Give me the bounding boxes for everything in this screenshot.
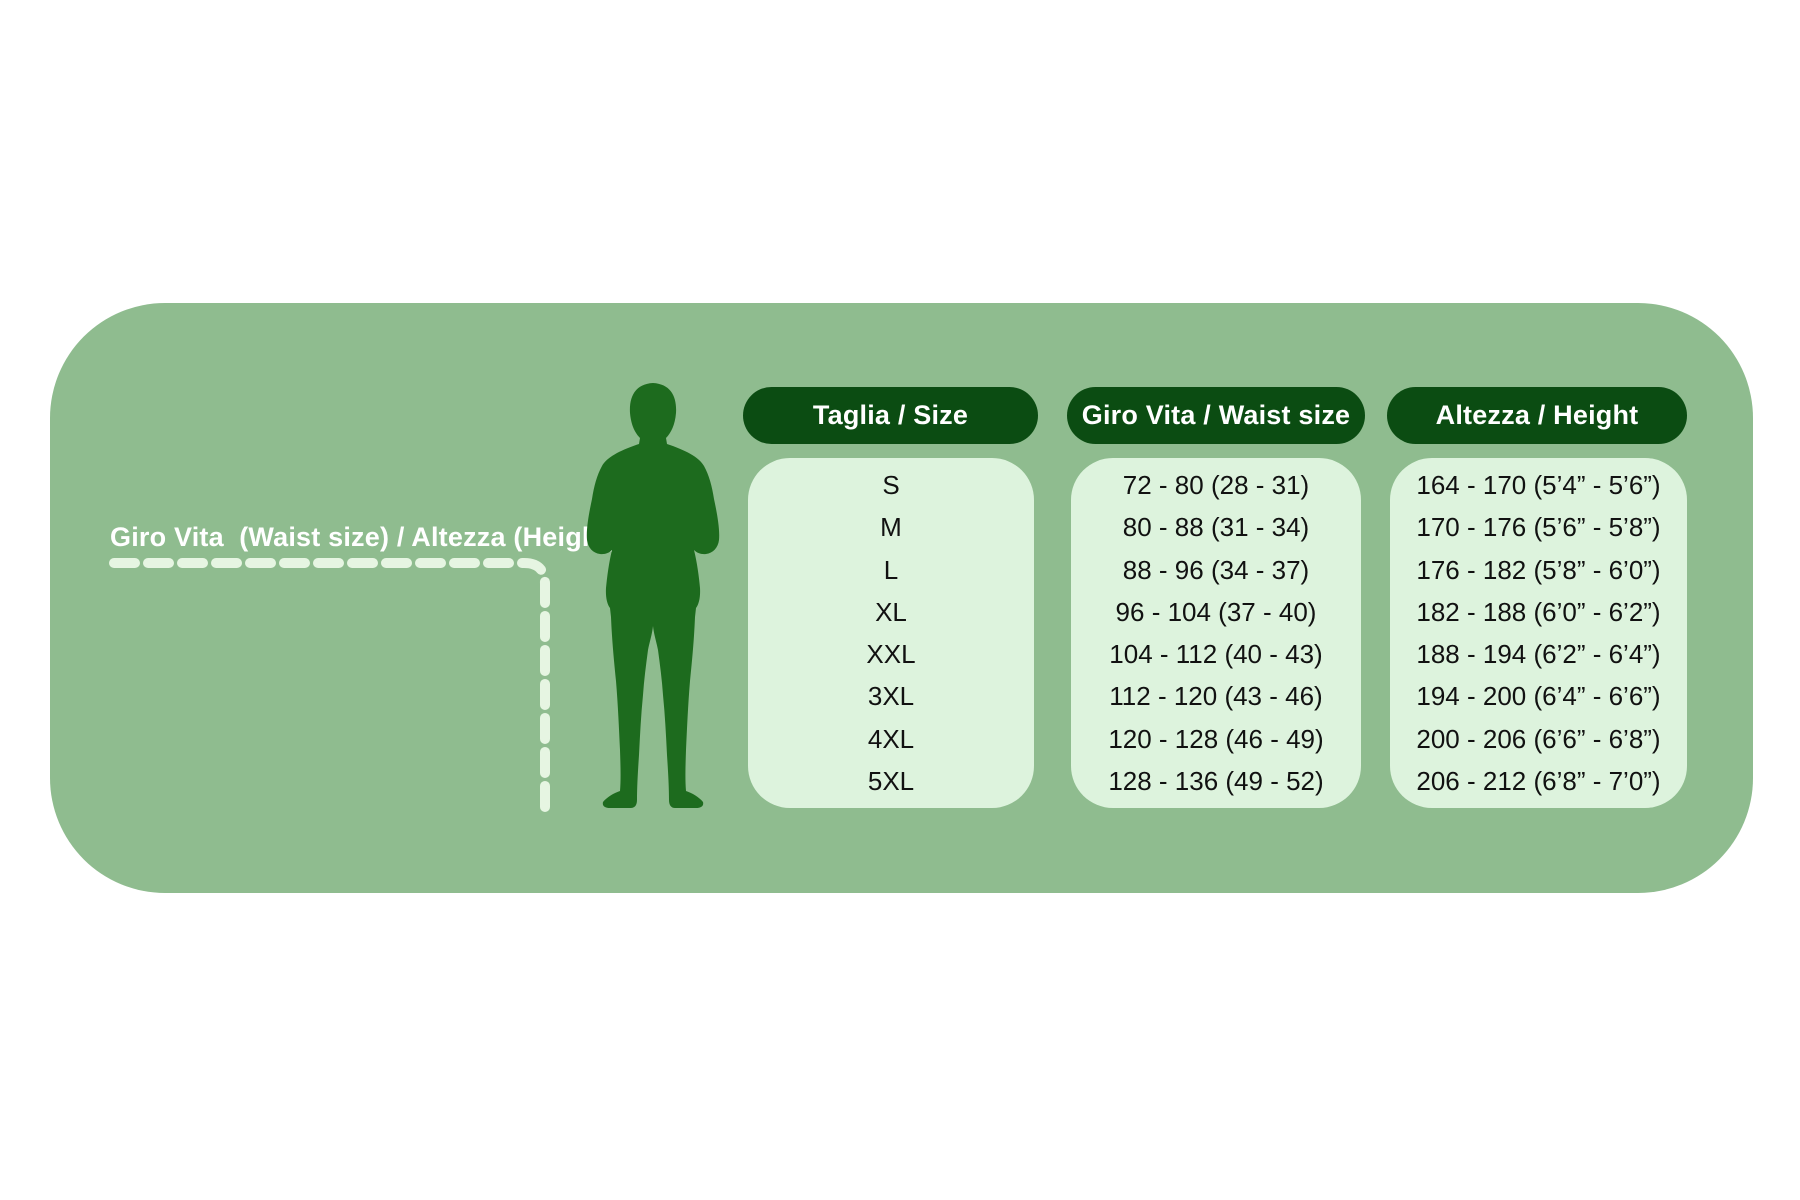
man-silhouette-icon — [586, 383, 720, 808]
waist-cell: 120 - 128 (46 - 49) — [1108, 723, 1324, 754]
waist-column: 72 - 80 (28 - 31) 80 - 88 (31 - 34) 88 -… — [1071, 458, 1361, 808]
height-cell: 176 - 182 (5’8” - 6’0”) — [1416, 554, 1661, 585]
size-cell: L — [883, 554, 899, 585]
height-cell: 170 - 176 (5’6” - 5’8”) — [1416, 512, 1661, 543]
column-header-size: Taglia / Size — [743, 387, 1038, 444]
size-cell: XL — [875, 596, 907, 627]
height-column: 164 - 170 (5’4” - 5’6”) 170 - 176 (5’6” … — [1390, 458, 1687, 808]
size-cell: XXL — [866, 639, 916, 670]
column-header-waist: Giro Vita / Waist size — [1067, 387, 1365, 444]
waist-cell: 128 - 136 (49 - 52) — [1108, 765, 1324, 796]
waist-cell: 104 - 112 (40 - 43) — [1109, 639, 1323, 670]
waist-cell: 88 - 96 (34 - 37) — [1122, 554, 1310, 585]
height-cell: 182 - 188 (6’0” - 6’2”) — [1416, 596, 1661, 627]
height-cell: 194 - 200 (6’4” - 6’6”) — [1416, 681, 1661, 712]
size-cell: M — [880, 512, 902, 543]
size-cell: 4XL — [867, 723, 915, 754]
height-cell: 200 - 206 (6’6” - 6’8”) — [1416, 723, 1661, 754]
waist-cell: 112 - 120 (43 - 46) — [1109, 681, 1323, 712]
size-chart-panel: Giro Vita (Waist size) / Altezza (Height… — [50, 303, 1753, 893]
height-cell: 206 - 212 (6’8” - 7’0”) — [1416, 765, 1661, 796]
size-cell: 5XL — [867, 765, 915, 796]
height-cell: 188 - 194 (6’2” - 6’4”) — [1416, 639, 1661, 670]
waist-cell: 80 - 88 (31 - 34) — [1122, 512, 1310, 543]
measure-label: Giro Vita (Waist size) / Altezza (Height… — [110, 522, 617, 552]
size-cell: 3XL — [867, 681, 915, 712]
column-header-height: Altezza / Height — [1387, 387, 1687, 444]
size-cell: S — [882, 470, 900, 501]
height-cell: 164 - 170 (5’4” - 5’6”) — [1416, 470, 1661, 501]
size-column: S M L XL XXL 3XL 4XL 5XL — [748, 458, 1034, 808]
waist-cell: 96 - 104 (37 - 40) — [1115, 596, 1317, 627]
waist-cell: 72 - 80 (28 - 31) — [1122, 470, 1310, 501]
